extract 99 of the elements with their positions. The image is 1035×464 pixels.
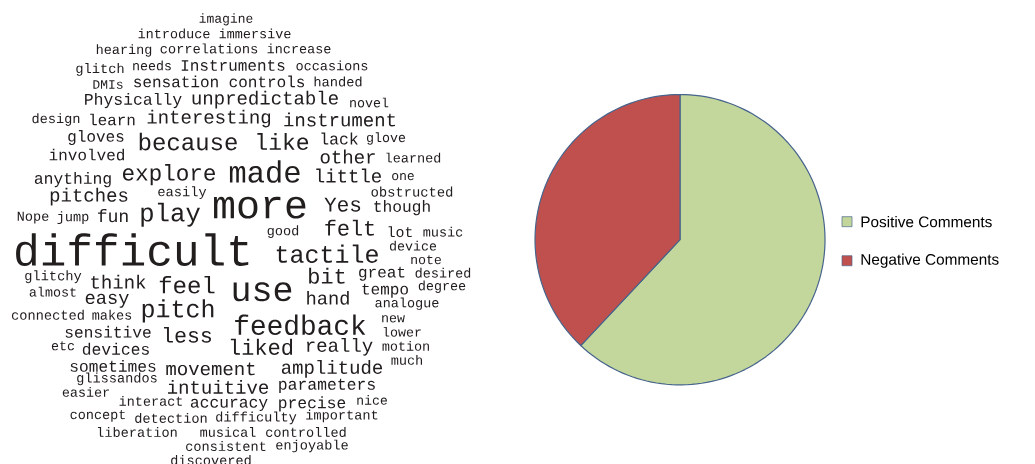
text: lack (321, 132, 358, 145)
text: imagine (199, 13, 253, 26)
text: gloves (68, 130, 124, 146)
text: other (320, 149, 375, 164)
text: glissandos (77, 372, 157, 386)
text: amplitude (281, 360, 383, 378)
text: much (391, 354, 422, 365)
text: instrument (284, 112, 396, 127)
text: new (382, 315, 405, 323)
text: because (139, 132, 237, 151)
text: Instruments (181, 60, 285, 71)
text: involved (49, 148, 124, 161)
text: learn (90, 113, 135, 126)
text: obstructed (371, 186, 453, 197)
text: liberation (97, 426, 177, 437)
text: glove (366, 132, 406, 145)
text: analogue (375, 297, 439, 311)
text: correlations (160, 43, 258, 54)
text: movement (166, 362, 255, 376)
text: concept (70, 410, 125, 422)
text: explore (123, 164, 215, 186)
text: tactile (276, 244, 378, 263)
text: great (359, 266, 405, 281)
text: one (392, 173, 414, 181)
legend-label: Negative Comments (861, 253, 999, 268)
text: intuitive (168, 379, 269, 394)
text: sensitive (65, 325, 151, 338)
text: interact (119, 395, 182, 406)
text: felt (325, 219, 374, 236)
text: anything (34, 172, 111, 188)
text: Physically (85, 92, 182, 109)
text: handed (314, 76, 362, 87)
text: unpredictable (192, 90, 338, 109)
text: learned (386, 152, 441, 163)
text: bit (309, 267, 345, 284)
text: think (91, 274, 146, 289)
text: desired (415, 267, 471, 278)
text: little (316, 168, 381, 183)
text: more (213, 196, 306, 219)
text: hearing (96, 44, 152, 57)
text: DMIs (93, 80, 123, 89)
text: parameters (279, 378, 375, 394)
text: introduce (138, 28, 210, 39)
text: enjoyable (276, 439, 348, 453)
text: made (229, 160, 300, 183)
text: device (389, 240, 437, 251)
text: accuracy (190, 398, 268, 412)
text: easily (158, 186, 207, 200)
text: immersive (219, 28, 291, 39)
text: sometimes (70, 359, 156, 372)
text: degree (418, 280, 466, 294)
text: good (267, 225, 299, 239)
text: makes (92, 309, 132, 320)
text: music (423, 226, 463, 237)
text: almost (29, 286, 76, 297)
text: play (141, 202, 200, 227)
text: consistent (186, 440, 266, 451)
text: easy (85, 293, 129, 308)
text: connected (11, 309, 84, 320)
text: pitch (142, 299, 214, 323)
text: devices (82, 342, 149, 355)
text: fun (98, 209, 128, 223)
text: increase (267, 43, 331, 54)
legend-label: Positive Comments (861, 216, 992, 228)
text: Yes (324, 197, 361, 212)
text: controls (229, 75, 305, 88)
text: feedback (235, 314, 366, 336)
text: musical (200, 427, 256, 437)
text: pitches (50, 187, 128, 206)
text: really (307, 337, 373, 356)
text: though (374, 200, 430, 216)
text: less (164, 326, 212, 343)
text: tempo (362, 283, 408, 298)
text: motion (382, 340, 429, 351)
text: design (32, 113, 80, 126)
text: feel (159, 275, 215, 294)
text: interesting (147, 109, 271, 128)
text: occasions (296, 60, 368, 71)
text: hand (307, 290, 349, 305)
text: sensation (134, 75, 218, 88)
text: lower (383, 326, 421, 337)
text: difficult (16, 233, 249, 267)
text: Nope (17, 211, 49, 224)
text: difficulty (216, 411, 297, 425)
text: glitch (76, 63, 124, 76)
text: glitchy (25, 270, 82, 284)
text: detection (135, 412, 207, 423)
text: liked (230, 338, 293, 355)
text: jump (57, 211, 89, 225)
text: needs (133, 60, 171, 71)
text: controlled (266, 426, 346, 437)
text: use (233, 282, 292, 302)
text: easier (62, 386, 109, 397)
text: etc (51, 341, 74, 351)
text: like (257, 133, 309, 151)
text: nice (357, 395, 387, 405)
text: lot (388, 226, 412, 238)
text: note (411, 255, 441, 265)
text: novel (350, 97, 389, 108)
